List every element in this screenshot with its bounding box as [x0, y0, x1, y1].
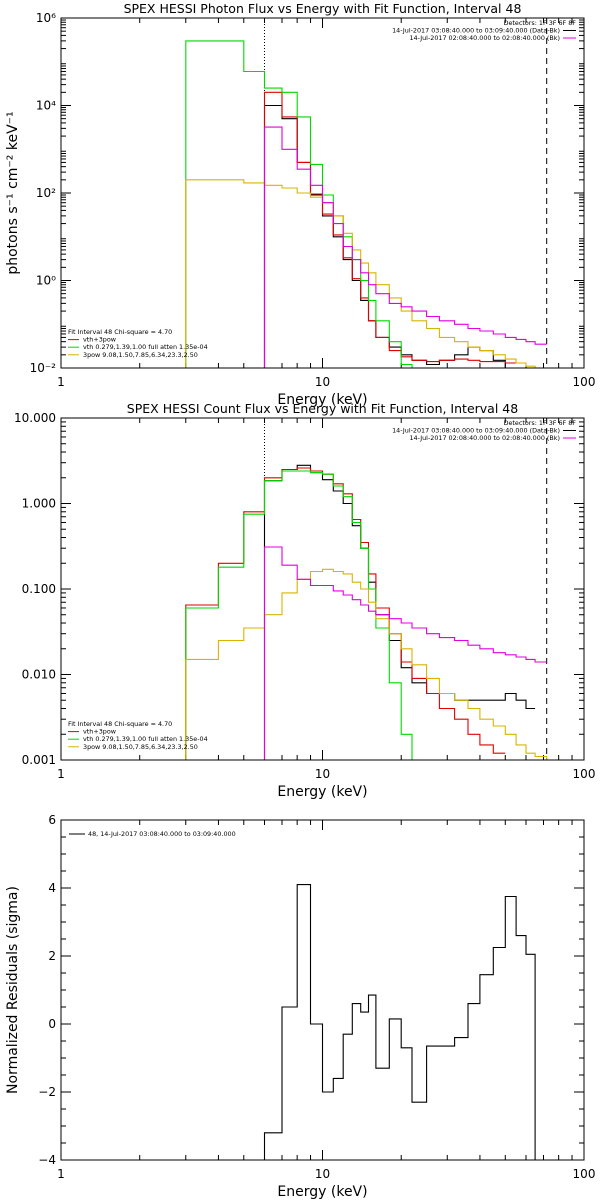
series-bk [263, 126, 547, 368]
series-data-bk [263, 464, 536, 760]
plot-frame [60, 819, 585, 1161]
y-tick-label: 4 [48, 881, 56, 895]
y-tick-label: 10⁰ [36, 274, 56, 288]
series-3pow [185, 179, 536, 368]
legend-entry: 48, 14-Jul-2017 03:08:40.000 to 03:09:40… [88, 830, 236, 838]
y-tick-label: 6 [48, 813, 56, 827]
plot-frame [60, 417, 585, 761]
legend-entry: vth+3pow [83, 728, 116, 736]
y-axis-label: photons s⁻¹ cm⁻² keV⁻¹ [5, 111, 21, 274]
x-tick-label: 10 [315, 1167, 330, 1181]
count-flux-panel: SPEX HESSI Count Flux vs Energy with Fit… [14, 401, 595, 800]
chart-title: SPEX HESSI Count Flux vs Energy with Fit… [127, 401, 518, 416]
series-vth+3pow [263, 91, 517, 368]
y-tick-label: 0 [48, 1017, 56, 1031]
legend-entry: vth 0.279,1.39,1.00 full atten 1.35e-04 [83, 735, 208, 743]
x-axis-label: Energy (keV) [277, 784, 367, 800]
series-residuals [263, 884, 536, 1160]
x-tick-label: 1 [57, 375, 65, 389]
series-bk [263, 546, 547, 760]
legend-entry: 14-Jul-2017 02:08:40.000 to 02:08:40.000… [409, 34, 560, 42]
legend-entry: Detectors: 1F 3F 6F 8F [504, 419, 577, 427]
x-tick-label: 100 [573, 767, 596, 781]
legend-entry: Fit Interval 48 Chi-square = 4.70 [68, 328, 172, 336]
x-tick-label: 100 [573, 375, 596, 389]
x-tick-label: 100 [573, 1167, 596, 1181]
x-tick-label: 1 [57, 1167, 65, 1181]
legend-entry: 14-Jul-2017 03:08:40.000 to 03:09:40.000… [392, 27, 560, 35]
y-tick-label: 0.001 [22, 753, 56, 767]
series-3pow [185, 568, 548, 760]
y-tick-label: 10⁴ [36, 99, 56, 113]
legend-entry: vth+3pow [83, 336, 116, 344]
y-axis-label: Normalized Residuals (sigma) [5, 886, 21, 1094]
photon-flux-panel: SPEX HESSI Photon Flux vs Energy with Fi… [5, 1, 595, 408]
y-tick-label: 10.000 [14, 411, 56, 425]
y-tick-label: 0.100 [22, 582, 56, 596]
y-tick-label: −4 [38, 1153, 56, 1167]
x-tick-label: 10 [315, 375, 330, 389]
y-tick-label: 2 [48, 949, 56, 963]
series-vth [185, 470, 413, 760]
series-data-bk [263, 104, 506, 368]
legend-entry: Detectors: 1F 3F 6F 8F [504, 19, 577, 27]
legend-entry: vth 0.279,1.39,1.00 full atten 1.35e-04 [83, 343, 208, 351]
chart-title: SPEX HESSI Photon Flux vs Energy with Fi… [124, 1, 522, 16]
y-tick-label: 10⁻² [30, 361, 57, 375]
x-tick-label: 1 [57, 767, 65, 781]
legend-entry: Fit Interval 48 Chi-square = 4.70 [68, 720, 172, 728]
x-axis-label: Energy (keV) [277, 1184, 367, 1200]
legend-entry: 14-Jul-2017 03:08:40.000 to 03:09:40.000… [392, 427, 560, 435]
legend-entry: 3pow 9.08,1.50,7.85,6.34,23.3,2.50 [83, 743, 198, 751]
residuals-panel: 1 10 100 −4 −2 0 2 4 6 Energy (keV) Normalized Res… [5, 813, 595, 1200]
legend-entry: 3pow 9.08,1.50,7.85,6.34,23.3,2.50 [83, 351, 198, 359]
x-tick-label: 10 [315, 767, 330, 781]
y-tick-label: 10² [36, 186, 56, 200]
x-axis-label: Energy (keV) [277, 392, 367, 408]
y-tick-label: −2 [38, 1085, 56, 1099]
y-tick-label: 1.000 [22, 497, 56, 511]
series-vth+3pow [185, 467, 506, 760]
legend-entry: 14-Jul-2017 02:08:40.000 to 02:08:40.000… [409, 434, 560, 442]
y-tick-label: 10⁶ [36, 11, 56, 25]
plot-frame [60, 17, 585, 369]
y-tick-label: 0.010 [22, 668, 56, 682]
series-vth [185, 40, 413, 368]
